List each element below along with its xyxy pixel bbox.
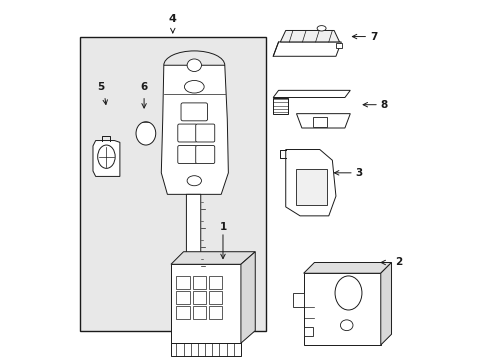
Ellipse shape [187, 59, 201, 72]
Polygon shape [280, 31, 339, 42]
Polygon shape [303, 327, 312, 336]
Bar [192, 276, 206, 289]
Bar [176, 276, 190, 289]
Bar [208, 276, 222, 289]
Bar [312, 117, 326, 127]
Bar [192, 306, 206, 319]
Polygon shape [241, 252, 255, 343]
Bar [80, 37, 265, 330]
Bar [171, 264, 241, 343]
Bar [296, 169, 326, 205]
Polygon shape [171, 252, 255, 264]
Polygon shape [273, 90, 349, 98]
Polygon shape [303, 262, 391, 273]
Bar [303, 273, 380, 345]
Ellipse shape [98, 145, 115, 168]
Polygon shape [273, 42, 341, 56]
Polygon shape [273, 98, 287, 114]
Text: 5: 5 [97, 82, 104, 92]
Polygon shape [161, 65, 228, 194]
Bar [192, 291, 206, 304]
FancyBboxPatch shape [178, 124, 196, 142]
Bar [176, 306, 190, 319]
Text: 8: 8 [380, 100, 387, 110]
FancyBboxPatch shape [195, 145, 214, 163]
FancyBboxPatch shape [181, 103, 207, 121]
Polygon shape [93, 140, 120, 176]
Text: 2: 2 [394, 257, 402, 267]
Text: 4: 4 [168, 14, 176, 24]
Bar [176, 291, 190, 304]
Text: 7: 7 [369, 32, 377, 41]
Ellipse shape [136, 122, 155, 145]
Polygon shape [296, 114, 349, 128]
Text: 1: 1 [219, 222, 226, 231]
Text: 6: 6 [140, 82, 147, 92]
Ellipse shape [334, 276, 361, 310]
Ellipse shape [317, 26, 325, 31]
Ellipse shape [187, 176, 201, 186]
Polygon shape [380, 262, 391, 345]
Ellipse shape [184, 81, 203, 93]
Bar [335, 42, 342, 48]
Bar [208, 291, 222, 304]
Polygon shape [186, 194, 201, 288]
Bar [208, 306, 222, 319]
Bar [171, 343, 241, 356]
Polygon shape [285, 149, 335, 216]
Ellipse shape [340, 320, 352, 330]
Text: 3: 3 [355, 168, 362, 178]
FancyBboxPatch shape [195, 124, 214, 142]
FancyBboxPatch shape [178, 145, 196, 163]
Polygon shape [292, 293, 303, 307]
